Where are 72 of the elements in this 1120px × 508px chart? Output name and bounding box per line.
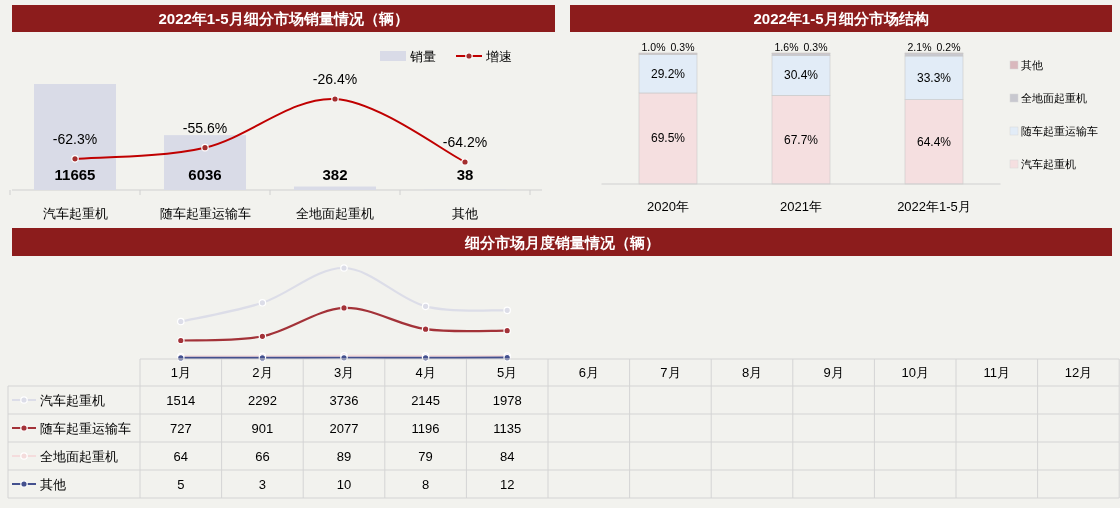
x-tick-label: 2022年1-5月 [897,198,971,214]
x-tick-label: 7月 [660,365,681,380]
data-label: 30.4% [783,68,819,83]
data-label: 1978 [492,392,522,408]
data-label: 64 [173,448,189,464]
legend-label: 其他 [40,476,66,492]
x-tick-label: 6月 [578,365,599,380]
data-label: 8 [421,476,430,492]
data-label: 901 [251,420,274,436]
data-label: 12 [499,476,515,492]
data-label: 5 [177,476,185,492]
data-label: -62.3% [52,130,98,147]
data-label: 84 [499,448,515,464]
data-label: 1514 [166,392,196,408]
data-label: 11665 [54,165,96,183]
data-label: 727 [169,420,192,436]
x-tick-label: 3月 [333,365,355,380]
data-label: 69.5% [650,131,686,146]
data-label: 1.0% [641,41,666,54]
chart-title: 细分市场月度销量情况（辆） [463,233,660,251]
data-label: 2145 [411,392,441,408]
data-label: 29.2% [650,66,686,81]
legend-label: 随车起重运输车 [40,420,131,436]
x-tick-label: 11月 [983,365,1011,380]
data-label: 67.7% [783,132,819,147]
data-label: 89 [336,448,352,464]
data-label: 0.3% [803,41,828,53]
x-tick-label: 10月 [901,365,929,380]
chart-title: 2022年1-5月细分市场销量情况（辆） [158,10,409,27]
data-label: 3 [258,476,267,492]
data-label: 79 [418,448,433,464]
data-label: 2.1% [907,41,932,54]
legend-label: 全地面起重机 [1021,92,1087,104]
x-tick-label: 5月 [497,365,518,380]
x-tick-label: 2021年 [780,198,822,214]
data-label: 3736 [329,392,359,408]
data-label: 0.2% [936,41,961,53]
data-label: 6036 [188,165,222,183]
legend-label: 汽车起重机 [40,392,105,408]
x-tick-label: 随车起重运输车 [159,205,251,221]
legend-label: 汽车起重机 [1021,158,1076,170]
data-label: 2077 [329,420,359,436]
x-tick-label: 12月 [1064,365,1093,380]
legend-label: 增速 [485,48,512,64]
data-label: 2292 [247,392,277,408]
data-label: 0.3% [670,41,695,53]
x-tick-label: 汽车起重机 [42,205,108,221]
data-label: 33.3% [916,70,952,85]
chart-title: 2022年1-5月细分市场结构 [753,10,929,27]
data-label: -64.2% [442,134,488,150]
legend-label: 随车起重运输车 [1021,125,1098,137]
data-label: 38 [456,165,474,183]
x-tick-label: 2020年 [647,198,689,214]
data-label: 1.6% [774,41,799,54]
x-tick-label: 4月 [415,365,436,380]
legend-label: 其他 [1021,59,1043,71]
data-label: 1196 [411,420,440,436]
x-tick-label: 8月 [741,365,763,380]
x-tick-label: 全地面起重机 [296,205,374,221]
data-label: -55.6% [182,119,228,136]
data-label: 64.4% [916,134,952,149]
x-tick-label: 9月 [823,365,844,380]
legend-label: 全地面起重机 [40,448,118,464]
x-tick-label: 1月 [170,365,191,380]
data-label: 1135 [493,420,522,436]
legend-label: 销量 [409,48,436,64]
data-label: -26.4% [312,71,358,87]
data-label: 10 [336,476,352,492]
data-label: 382 [322,165,348,183]
x-tick-label: 其他 [452,205,478,221]
x-tick-label: 2月 [252,365,273,380]
data-label: 66 [255,448,270,464]
